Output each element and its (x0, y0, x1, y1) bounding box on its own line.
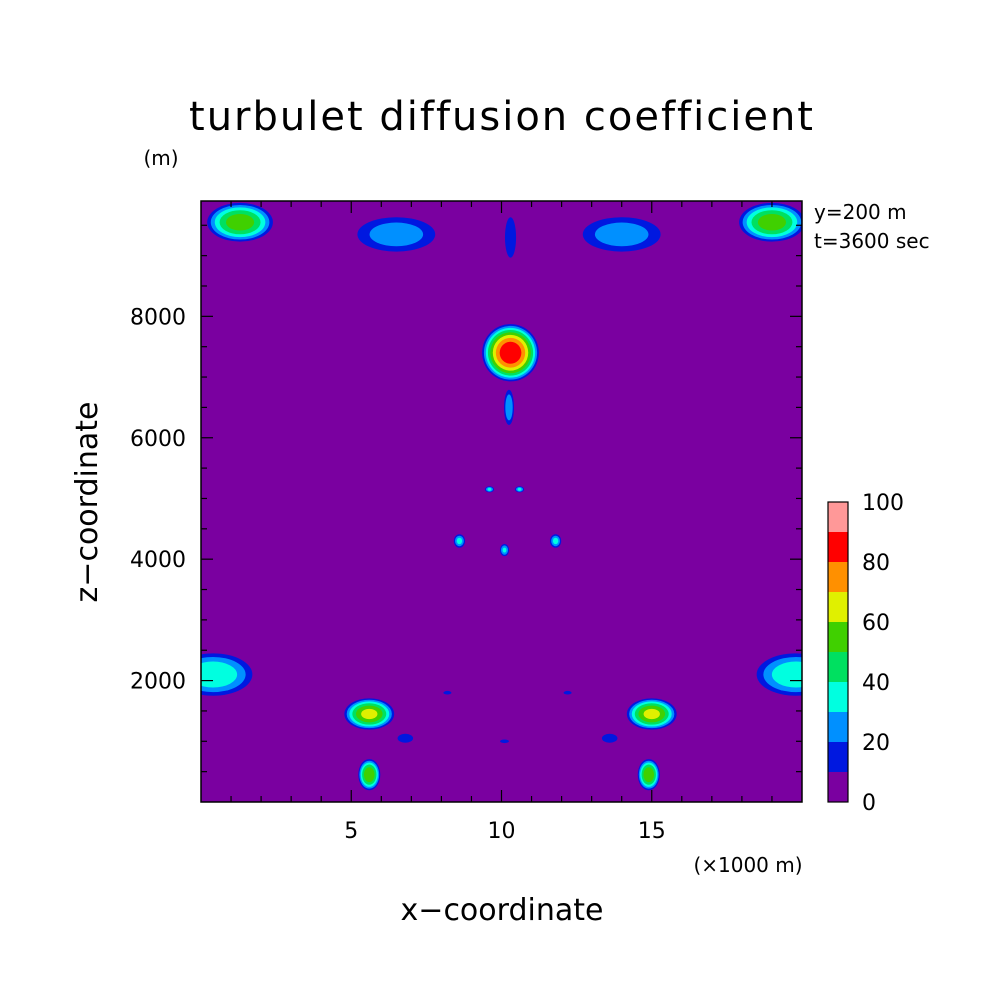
colorbar-label: 20 (862, 731, 890, 756)
contour-band (601, 733, 618, 743)
y-tick-label: 8000 (130, 305, 186, 330)
contour-band (552, 537, 559, 545)
x-tick-label: 5 (344, 819, 358, 844)
contour-band (505, 394, 513, 421)
contour-feature (499, 543, 510, 557)
contour-feature (626, 698, 677, 730)
contour-feature (344, 698, 395, 730)
y-tick-label: 4000 (130, 548, 186, 573)
contour-feature (601, 733, 618, 743)
contour-band (487, 487, 492, 491)
y-tick-label: 6000 (130, 427, 186, 452)
contour-band (500, 739, 509, 744)
plot-area (200, 200, 803, 803)
colorbar-swatch (828, 742, 848, 772)
colorbar-swatch (828, 622, 848, 652)
colorbar-label: 100 (862, 491, 904, 516)
y-axis-label: z−coordinate (70, 402, 105, 603)
contour-feature (504, 217, 517, 258)
contour-feature (500, 739, 509, 744)
contour-band (643, 767, 655, 783)
axis-ticks (201, 201, 802, 802)
z-unit-label: (m) (143, 146, 178, 170)
contour-feature (358, 759, 381, 791)
contour-feature (201, 653, 253, 696)
colorbar-label: 60 (862, 611, 890, 636)
contour-band (563, 690, 572, 695)
colorbar-label: 40 (862, 671, 890, 696)
contour-feature (514, 486, 525, 493)
contour-band (643, 708, 660, 720)
colorbar-swatch (828, 682, 848, 712)
contour-band (757, 213, 787, 231)
contour-band (201, 661, 238, 688)
contour-feature (357, 217, 436, 252)
colorbar-swatch (828, 772, 848, 802)
contour-band (443, 690, 452, 695)
contour-band (363, 767, 375, 783)
colorbar-swatch (828, 712, 848, 742)
contour-feature (504, 389, 514, 426)
contour-band (594, 222, 649, 247)
x-tick-labels: 5 10 15 (344, 819, 666, 844)
contour-feature (443, 690, 452, 695)
contour-band (397, 733, 414, 743)
contour-feature (756, 653, 802, 696)
contour-feature (582, 217, 661, 252)
x-unit-label: (×1000 m) (693, 853, 802, 877)
colorbar-swatch (828, 652, 848, 682)
contour-band (369, 222, 424, 247)
colorbar-swatch (828, 502, 848, 532)
contour-band (361, 708, 378, 720)
colorbar-label: 0 (862, 791, 876, 816)
contour-band (456, 537, 463, 545)
colorbar-frame (827, 501, 849, 803)
x-axis-label: x−coordinate (401, 893, 604, 928)
contour-feature (739, 202, 802, 242)
contour-feature (397, 733, 414, 743)
colorbar-label: 80 (862, 551, 890, 576)
contour-feature (207, 202, 273, 242)
contour-band (504, 217, 517, 258)
contour-feature (637, 759, 660, 791)
y-tick-label: 2000 (130, 670, 186, 695)
chart-title: turbulet diffusion coefficient (189, 94, 815, 140)
contour-feature (563, 690, 572, 695)
colorbar: 0 20 40 60 80 100 (827, 491, 904, 816)
contour-feature (453, 534, 466, 548)
annotation-t: t=3600 sec (814, 229, 930, 253)
contour-field (201, 201, 802, 802)
colorbar-swatch (828, 532, 848, 562)
contour-band (499, 341, 522, 364)
colorbar-swatch (828, 592, 848, 622)
annotation-y: y=200 m (814, 200, 907, 224)
contour-band (771, 661, 802, 688)
contour-feature (482, 324, 539, 382)
x-tick-label: 15 (638, 819, 666, 844)
y-tick-labels: 2000 4000 6000 8000 (130, 305, 186, 694)
x-tick-label: 10 (488, 819, 516, 844)
colorbar-swatch (828, 562, 848, 592)
contour-band (225, 213, 255, 231)
contour-background (201, 201, 802, 802)
contour-feature (484, 486, 495, 493)
contour-feature (549, 534, 562, 548)
contour-band (517, 487, 522, 491)
contour-band (502, 547, 507, 553)
